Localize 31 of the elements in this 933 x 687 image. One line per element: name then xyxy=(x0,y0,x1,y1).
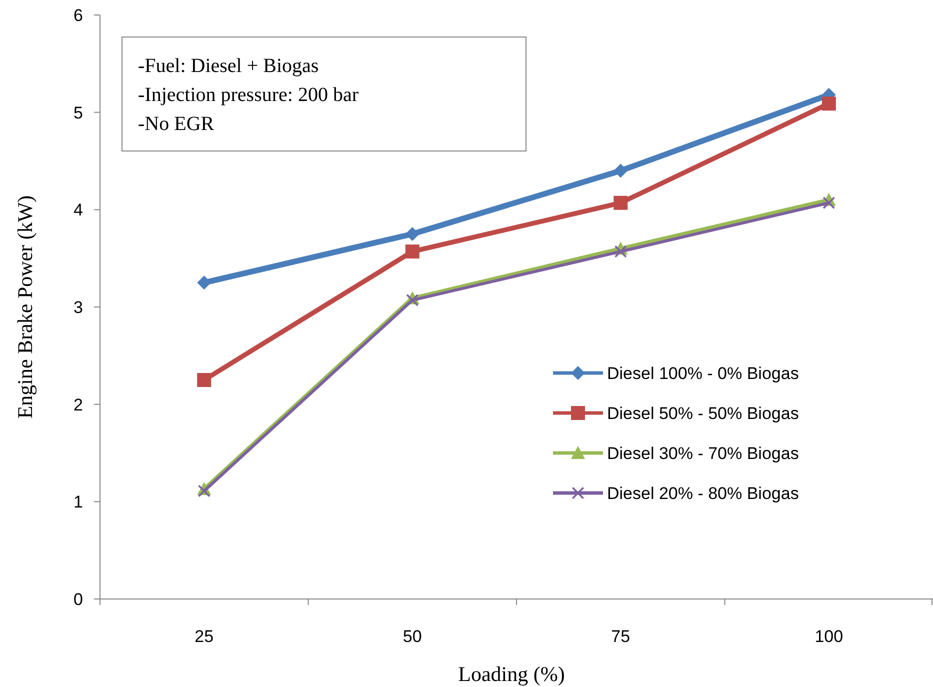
legend-label: Diesel 30% - 70% Biogas xyxy=(607,444,799,463)
annotation: -Fuel: Diesel + Biogas xyxy=(138,55,319,77)
point xyxy=(197,373,212,387)
point xyxy=(405,227,420,241)
point xyxy=(822,196,835,209)
y-tick-label: 4 xyxy=(74,200,83,220)
point xyxy=(406,294,418,306)
y-tick-label: 6 xyxy=(74,6,83,25)
point xyxy=(614,246,627,258)
annotation: -No EGR xyxy=(138,113,215,135)
x-axis-title: Loading (%) xyxy=(458,662,565,686)
y-tick-label: 2 xyxy=(74,395,83,414)
point xyxy=(614,196,628,210)
point xyxy=(822,96,836,111)
point xyxy=(197,276,212,290)
y-tick-label: 5 xyxy=(74,103,83,122)
legend-label: Diesel 20% - 80% Biogas xyxy=(607,484,799,503)
point xyxy=(198,484,210,497)
x-tick-label: 100 xyxy=(814,627,844,646)
x-tick-label: 75 xyxy=(611,627,630,646)
annotation: -Injection pressure: 200 bar xyxy=(138,84,359,106)
y-tick-label: 1 xyxy=(74,492,83,512)
point xyxy=(405,244,420,259)
point xyxy=(614,164,628,178)
y-axis-title: Engine Brake Power (kW) xyxy=(13,195,37,419)
y-tick-label: 3 xyxy=(74,298,83,317)
y-tick-label: 0 xyxy=(74,590,83,609)
legend-label: Diesel 100% - 0% Biogas xyxy=(607,364,799,383)
x-tick-label: 25 xyxy=(194,627,214,646)
legend-label: Diesel 50% - 50% Biogas xyxy=(607,404,799,423)
x-tick-label: 50 xyxy=(402,627,422,646)
